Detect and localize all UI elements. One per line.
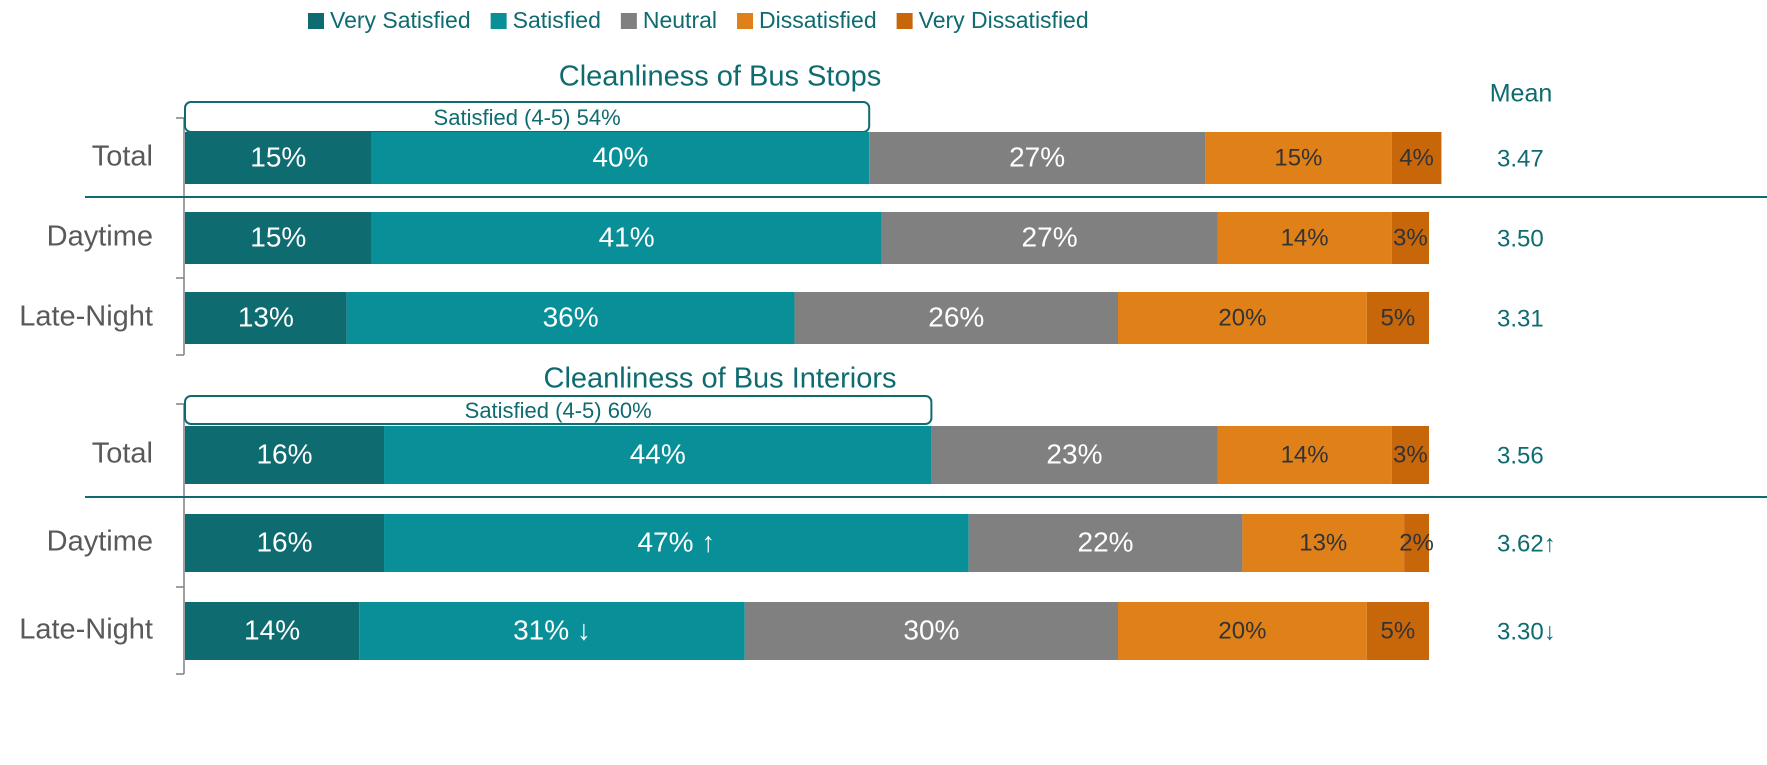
bar-segment: [1118, 292, 1367, 344]
value-label: 31% ↓: [513, 614, 591, 645]
bar-segment: Satisfied: [359, 602, 745, 660]
bar-segment: Dissatisfied: [1118, 602, 1367, 660]
value-label: 5%: [1381, 617, 1416, 644]
value-label: 36%: [543, 301, 599, 332]
legend-swatch: [308, 13, 324, 29]
bar-segment: Dissatisfied: [1242, 514, 1405, 572]
category-label: Late-Night: [19, 614, 153, 646]
value-label: 15%: [250, 221, 306, 252]
value-label: 41%: [599, 221, 655, 252]
mean-value: 3.30↓: [1497, 618, 1556, 645]
legend-label: Very Dissatisfied: [919, 7, 1089, 33]
value-label: 40%: [592, 141, 648, 172]
bar-segment: [185, 212, 372, 264]
legend-label: Neutral: [643, 7, 717, 33]
bar-segment: Very Dissatisfied: [1366, 602, 1429, 660]
bar-segment: [371, 132, 870, 184]
mean-value: 3.56: [1497, 442, 1544, 469]
bar-segment: [185, 132, 372, 184]
value-label: 27%: [1022, 221, 1078, 252]
bar-segment: [185, 292, 347, 344]
value-label: 20%: [1218, 304, 1266, 331]
bar-segment: Dissatisfied: [1217, 426, 1392, 484]
value-label: 14%: [1281, 224, 1329, 251]
value-label: 16%: [256, 526, 312, 557]
value-label: 14%: [244, 614, 300, 645]
mean-value: 3.47: [1497, 145, 1544, 172]
mean-value: 3.50: [1497, 225, 1544, 252]
mean-header: Mean: [1490, 80, 1553, 108]
value-label: 3%: [1393, 441, 1428, 468]
value-label: 13%: [1299, 529, 1347, 556]
annotation-box: [184, 395, 933, 425]
legend-swatch: [620, 13, 637, 29]
annotation: Satisfied (4-5) 54%: [434, 105, 621, 130]
category-label: Late-Night: [19, 301, 153, 333]
value-label: 20%: [1218, 617, 1266, 644]
bar-segment: [1391, 212, 1429, 264]
chart-title: Cleanliness of Bus Stops: [559, 61, 881, 93]
value-label: 30%: [903, 614, 959, 645]
bar-segment: Very Dissatisfied: [1391, 426, 1429, 484]
value-label: 2%: [1399, 529, 1434, 556]
legend-swatch: [737, 13, 754, 29]
category-label: Total: [92, 438, 153, 470]
legend-label: Satisfied: [513, 7, 601, 33]
bar-segment: [1217, 212, 1392, 264]
category-label: Daytime: [47, 221, 153, 253]
value-label: 26%: [928, 301, 984, 332]
value-label: 27%: [1009, 141, 1065, 172]
chart-title: Cleanliness of Bus Interiors: [544, 363, 897, 395]
bar-segment: Neutral: [744, 602, 1118, 660]
value-label: 14%: [1281, 441, 1329, 468]
bar-segment: Satisfied: [384, 514, 969, 572]
bar-segment: [346, 292, 795, 344]
value-label: 47% ↑: [637, 526, 715, 557]
bar-segment: Very Satisfied: [185, 426, 385, 484]
legend-label: Dissatisfied: [759, 7, 877, 33]
bar-segment: Satisfied: [384, 426, 932, 484]
bar-segment: Neutral: [968, 514, 1243, 572]
legend-label: Very Satisfied: [330, 7, 471, 33]
bar-segment: [1205, 132, 1392, 184]
bar-segment: [869, 132, 1206, 184]
bar-segment: [371, 212, 882, 264]
annotation: Satisfied (4-5) 60%: [465, 398, 652, 423]
bar-segment: [881, 212, 1218, 264]
value-label: 22%: [1078, 526, 1134, 557]
legend-swatch: [896, 13, 913, 29]
bar-segment: Very Satisfied: [185, 602, 360, 660]
value-label: 15%: [250, 141, 306, 172]
category-label: Total: [92, 141, 153, 173]
value-label: 3%: [1393, 224, 1428, 251]
bar-segment: [1366, 292, 1429, 344]
bar-segment: [1391, 132, 1442, 184]
value-label: 4%: [1399, 144, 1434, 171]
legend-swatch: [490, 13, 507, 29]
bar-segment: Very Dissatisfied: [1404, 514, 1429, 572]
mean-value: 3.31: [1497, 305, 1544, 332]
category-label: Daytime: [47, 526, 153, 558]
bar-segment: Neutral: [931, 426, 1218, 484]
mean-value: 3.62↑: [1497, 530, 1556, 557]
value-label: 16%: [256, 438, 312, 469]
bar-segment: [794, 292, 1118, 344]
bar-segment: Very Satisfied: [185, 514, 385, 572]
value-label: 15%: [1274, 144, 1322, 171]
value-label: 23%: [1046, 438, 1102, 469]
value-label: 44%: [630, 438, 686, 469]
value-label: 13%: [238, 301, 294, 332]
value-label: 5%: [1381, 304, 1416, 331]
